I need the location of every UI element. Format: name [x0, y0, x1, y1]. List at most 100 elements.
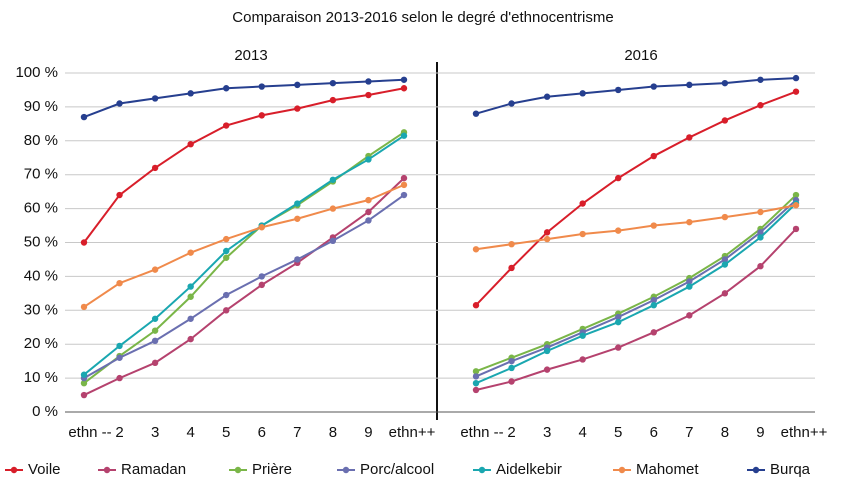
series-line — [83, 87, 405, 244]
legend-label: Voile — [28, 461, 61, 478]
data-point — [508, 357, 515, 365]
legend-label: Ramadan — [121, 461, 186, 478]
data-point — [508, 364, 515, 372]
x-tick-label: 7 — [293, 424, 301, 441]
data-point — [329, 237, 337, 245]
data-point — [721, 261, 729, 268]
x-tick-label: 5 — [222, 424, 230, 441]
series-line — [83, 177, 405, 396]
legend-marker — [478, 466, 486, 474]
data-point — [80, 391, 88, 399]
data-point — [258, 83, 265, 90]
data-point — [400, 132, 408, 139]
data-point — [187, 140, 194, 148]
data-point — [686, 278, 693, 285]
data-point — [151, 315, 159, 322]
x-tick-label: 5 — [614, 424, 622, 441]
data-point — [721, 117, 729, 124]
y-tick-label: 80 % — [24, 132, 58, 149]
data-point — [686, 312, 693, 319]
legend-label: Aidelkebir — [496, 461, 562, 478]
data-point — [579, 90, 586, 97]
legend-label: Burqa — [770, 461, 811, 478]
y-tick-label: 50 % — [24, 233, 58, 250]
data-point — [757, 263, 764, 270]
series-line — [83, 194, 405, 379]
data-point — [792, 74, 800, 82]
x-tick-label: ethn -- — [460, 424, 503, 441]
data-point — [329, 205, 337, 212]
data-point — [80, 371, 88, 378]
data-point — [116, 354, 123, 361]
data-point — [650, 152, 657, 160]
x-tick-label: 9 — [756, 424, 764, 441]
x-tick-label: 3 — [543, 424, 551, 441]
y-tick-label: 100 % — [15, 64, 58, 81]
x-tick-label: 8 — [329, 424, 337, 441]
data-point — [615, 86, 622, 94]
series-line — [83, 131, 405, 384]
data-point — [365, 78, 372, 85]
data-point — [294, 81, 301, 89]
data-point — [223, 291, 230, 299]
data-point — [294, 105, 301, 112]
data-point — [650, 222, 657, 229]
x-tick-label: 4 — [578, 424, 586, 441]
y-tick-label: 90 % — [24, 98, 58, 115]
data-point — [615, 313, 622, 321]
legend-label: Porc/alcool — [360, 461, 434, 478]
series-line — [475, 202, 797, 385]
data-point — [472, 302, 480, 309]
legend-marker — [618, 466, 626, 474]
data-point — [151, 95, 159, 102]
x-tick-label: 4 — [186, 424, 194, 441]
legend-label: Prière — [252, 461, 292, 478]
data-point — [721, 256, 729, 263]
x-tick-label: 8 — [721, 424, 729, 441]
panel-title: 2013 — [234, 47, 267, 64]
y-tick-label: 0 % — [32, 403, 58, 420]
data-point — [116, 100, 123, 107]
data-point — [80, 239, 88, 246]
series-line — [475, 228, 797, 391]
x-tick-label: 6 — [650, 424, 658, 441]
data-point — [579, 200, 586, 207]
data-point — [80, 113, 88, 121]
data-point — [472, 386, 480, 394]
data-point — [686, 218, 693, 226]
data-point — [116, 279, 123, 287]
data-point — [508, 240, 515, 248]
data-point — [187, 335, 194, 343]
data-point — [365, 156, 372, 163]
data-point — [223, 307, 230, 314]
data-point — [615, 344, 622, 351]
data-point — [365, 217, 372, 224]
data-point — [223, 122, 230, 129]
legend-marker — [10, 466, 18, 474]
panel-title: 2016 — [624, 47, 657, 64]
y-tick-label: 60 % — [24, 200, 58, 217]
chart-title: Comparaison 2013-2016 selon le degré d'e… — [232, 9, 613, 26]
data-point — [686, 283, 693, 290]
data-point — [650, 83, 657, 90]
legend-marker — [234, 466, 242, 474]
x-tick-label: ethn++ — [781, 424, 828, 441]
y-tick-label: 30 % — [24, 301, 58, 318]
x-tick-label: ethn++ — [389, 424, 436, 441]
legend-marker — [103, 466, 111, 474]
data-point — [543, 235, 551, 243]
data-point — [792, 225, 800, 233]
series-line — [475, 204, 797, 251]
data-point — [508, 264, 515, 272]
series-line — [475, 77, 797, 115]
data-point — [792, 88, 800, 95]
x-tick-label: ethn -- — [68, 424, 111, 441]
data-point — [365, 91, 372, 99]
data-point — [329, 176, 337, 183]
data-point — [543, 229, 551, 236]
series-line — [475, 194, 797, 373]
data-point — [294, 256, 301, 263]
data-point — [258, 273, 265, 280]
data-point — [721, 290, 729, 297]
x-tick-label: 2 — [507, 424, 515, 441]
